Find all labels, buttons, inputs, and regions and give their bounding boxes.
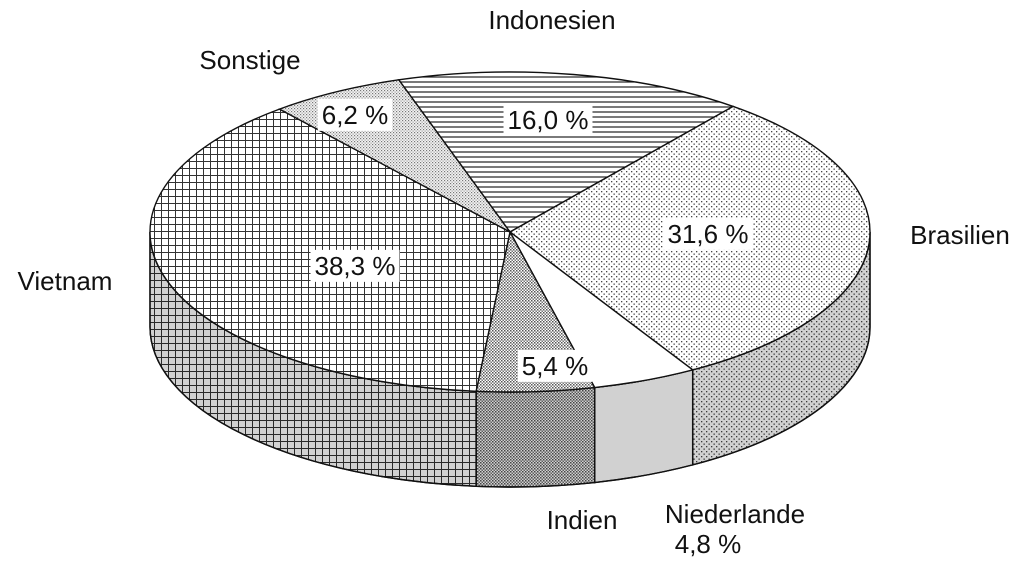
value-label-bg: [517, 349, 593, 382]
value-label: 5,4 %: [522, 351, 589, 381]
value-label-group: 16,0 %: [503, 103, 593, 136]
category-label: Indonesien: [488, 5, 615, 35]
side-shade: [475, 386, 596, 488]
value-label-group: 6,2 %: [317, 98, 393, 131]
value-label-bg: [503, 103, 593, 136]
category-label: Indien: [547, 505, 618, 535]
side-shade: [593, 368, 694, 484]
value-label: 31,6 %: [668, 219, 749, 249]
value-label-bg: [663, 217, 753, 250]
value-label: 16,0 %: [508, 105, 589, 135]
slice: [397, 71, 735, 233]
value-label: 6,2 %: [322, 100, 389, 130]
value-label-group: 5,4 %: [517, 349, 593, 382]
value-label: 38,3 %: [315, 251, 396, 281]
category-label: Vietnam: [18, 266, 113, 296]
value-label: 4,8 %: [675, 529, 742, 559]
value-label-group: 4,8 %: [675, 529, 742, 559]
value-label-group: 31,6 %: [663, 217, 753, 250]
value-label-bg: [310, 249, 400, 282]
category-label: Niederlande: [665, 499, 805, 529]
category-label: Sonstige: [199, 45, 300, 75]
category-label: Brasilien: [910, 220, 1010, 250]
value-label-bg: [317, 98, 393, 131]
value-label-group: 38,3 %: [310, 249, 400, 282]
